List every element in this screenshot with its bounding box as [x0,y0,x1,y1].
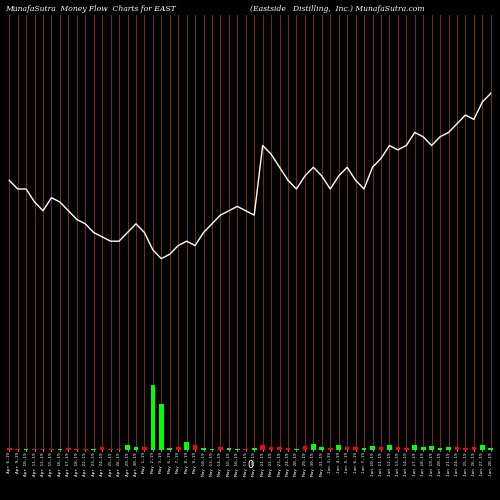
Bar [184,442,189,450]
Bar [472,448,476,450]
Text: 0: 0 [247,460,253,470]
Bar [142,446,146,450]
Bar [328,448,332,450]
Bar [311,444,316,450]
Bar [404,448,408,450]
Bar [488,448,493,450]
Bar [226,448,231,450]
Bar [66,448,70,450]
Bar [362,448,366,450]
Bar [7,448,12,450]
Bar [159,404,164,450]
Text: (Eastside   Distilling,  Inc.) MunafaSutra.com: (Eastside Distilling, Inc.) MunafaSutra.… [250,5,424,13]
Bar [32,448,37,450]
Bar [150,385,155,450]
Bar [201,448,206,450]
Bar [396,448,400,450]
Bar [438,448,442,450]
Bar [412,446,417,450]
Bar [134,448,138,450]
Bar [235,448,240,450]
Bar [336,445,341,450]
Bar [49,448,54,450]
Bar [218,448,223,450]
Bar [480,445,484,450]
Bar [193,445,198,450]
Bar [454,446,460,450]
Bar [354,448,358,450]
Bar [252,448,256,450]
Bar [378,446,384,450]
Bar [210,448,214,450]
Bar [176,448,180,450]
Bar [294,448,299,450]
Bar [345,446,350,450]
Bar [277,446,282,450]
Bar [269,448,274,450]
Bar [116,448,121,450]
Bar [320,446,324,450]
Bar [446,448,451,450]
Bar [260,446,265,450]
Bar [387,446,392,450]
Bar [370,446,375,450]
Bar [168,448,172,450]
Bar [100,448,104,450]
Bar [421,446,426,450]
Text: MunafaSutra  Money Flow  Charts for EAST: MunafaSutra Money Flow Charts for EAST [5,5,176,13]
Bar [125,445,130,450]
Bar [302,446,307,450]
Bar [463,448,468,450]
Bar [430,446,434,450]
Bar [83,448,87,450]
Bar [286,448,290,450]
